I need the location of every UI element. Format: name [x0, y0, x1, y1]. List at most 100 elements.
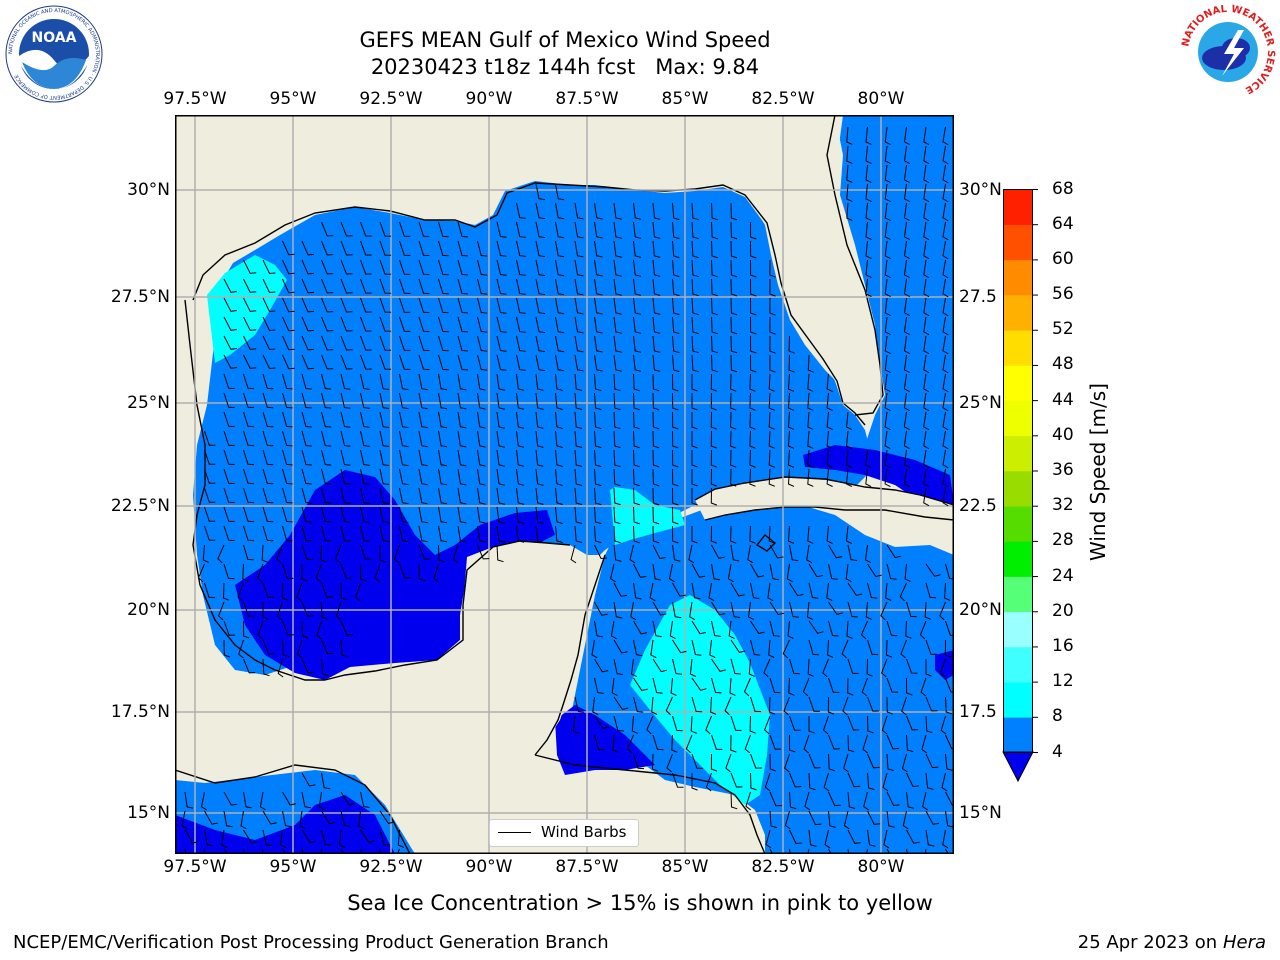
wind-barb — [884, 335, 891, 355]
wind-barb — [845, 430, 853, 449]
wind-barb — [262, 639, 275, 655]
wind-barb — [438, 430, 448, 448]
wind-barb — [672, 392, 679, 411]
nws-logo: NATIONAL WEATHER SERVICE — [1180, 4, 1276, 99]
wind-barb — [240, 810, 247, 830]
wind-barb — [903, 335, 911, 355]
wind-barb — [340, 335, 353, 351]
wind-barb — [379, 354, 392, 370]
colorbar-segment — [1003, 365, 1033, 401]
wind-barb — [181, 810, 188, 830]
wind-barb — [418, 430, 428, 448]
wind-barb — [730, 734, 737, 753]
wind-barb — [867, 753, 880, 769]
wind-barb — [807, 658, 814, 677]
wind-barb — [223, 354, 237, 369]
wind-barb — [574, 335, 584, 353]
wind-barb — [360, 449, 370, 466]
wind-barb — [730, 525, 737, 544]
wind-barb — [613, 335, 622, 353]
wind-barb — [399, 525, 409, 543]
wind-barb — [340, 449, 351, 466]
wind-barb — [768, 373, 775, 392]
wind-barb — [496, 278, 507, 295]
wind-barb — [282, 449, 293, 466]
wind-barb — [730, 715, 742, 731]
wind-barb — [477, 297, 488, 314]
wind-barb — [652, 620, 662, 638]
wind-barb — [613, 468, 621, 487]
wind-barbs — [181, 126, 954, 854]
wind-barb — [826, 430, 833, 449]
wind-barb — [613, 715, 624, 732]
wind-barb — [262, 506, 274, 523]
wind-barb — [399, 392, 409, 410]
wind-barb — [942, 202, 949, 222]
wind-barb — [555, 316, 565, 334]
wind-barb — [477, 525, 486, 543]
wind-barb — [708, 582, 715, 602]
wind-barb — [223, 278, 237, 293]
wind-barb — [691, 354, 699, 373]
wind-barb — [633, 449, 640, 468]
wind-barb — [457, 430, 467, 448]
wind-barb — [884, 126, 891, 146]
lon-label-top: 90°W — [465, 89, 513, 109]
wind-barb — [379, 392, 390, 409]
wind-barb — [438, 354, 449, 371]
wind-barb — [243, 506, 255, 523]
wind-barb — [438, 297, 449, 314]
wind-barb — [535, 430, 544, 448]
wind-barb — [923, 373, 930, 393]
wind-barb — [750, 696, 762, 713]
wind-barb — [847, 829, 861, 844]
wind-barb — [672, 544, 681, 562]
wind-barb — [886, 753, 894, 772]
wind-barb — [691, 450, 698, 468]
wind-barb — [730, 601, 741, 618]
wind-barb — [555, 240, 565, 258]
wind-barb — [845, 525, 853, 544]
wind-barb — [613, 354, 622, 372]
wind-barb — [865, 202, 872, 221]
wind-barb — [379, 829, 390, 846]
wind-barb — [864, 544, 872, 564]
wind-barb — [399, 278, 411, 294]
wind-barb — [574, 525, 583, 543]
wind-barb — [612, 734, 619, 753]
wind-barb — [730, 297, 738, 316]
wind-barb — [823, 772, 830, 792]
wind-barb — [925, 715, 933, 734]
wind-barb — [690, 715, 697, 734]
wind-barb — [340, 487, 351, 504]
lon-label-bottom: 87.5°W — [555, 857, 619, 877]
wind-barb — [769, 791, 782, 807]
wind-barb — [535, 468, 544, 486]
wind-barb — [867, 582, 878, 599]
wind-barb — [301, 563, 308, 582]
wind-barb — [282, 563, 294, 579]
wind-barb — [315, 563, 322, 583]
lat-label-left: 15°N — [127, 803, 170, 823]
wind-barb — [942, 411, 949, 431]
wind-barb — [438, 449, 448, 467]
wind-barb — [282, 354, 295, 370]
wind-barb — [710, 449, 718, 468]
wind-barb — [903, 145, 911, 165]
wind-barb — [826, 525, 833, 544]
wind-barb — [457, 278, 469, 295]
wind-barb — [223, 392, 235, 408]
wind-barb — [223, 791, 238, 806]
wind-barb — [903, 240, 911, 260]
wind-barb — [301, 487, 312, 504]
wind-barb — [223, 335, 237, 350]
wind-barb — [379, 411, 390, 428]
wind-barb — [301, 430, 312, 447]
wind-barb — [477, 373, 486, 391]
wind-barb — [867, 829, 876, 847]
wind-barb — [880, 601, 888, 621]
wind-barb — [691, 412, 698, 430]
wind-barb — [613, 240, 622, 258]
wind-barb — [802, 677, 810, 697]
wind-barb — [594, 620, 603, 638]
